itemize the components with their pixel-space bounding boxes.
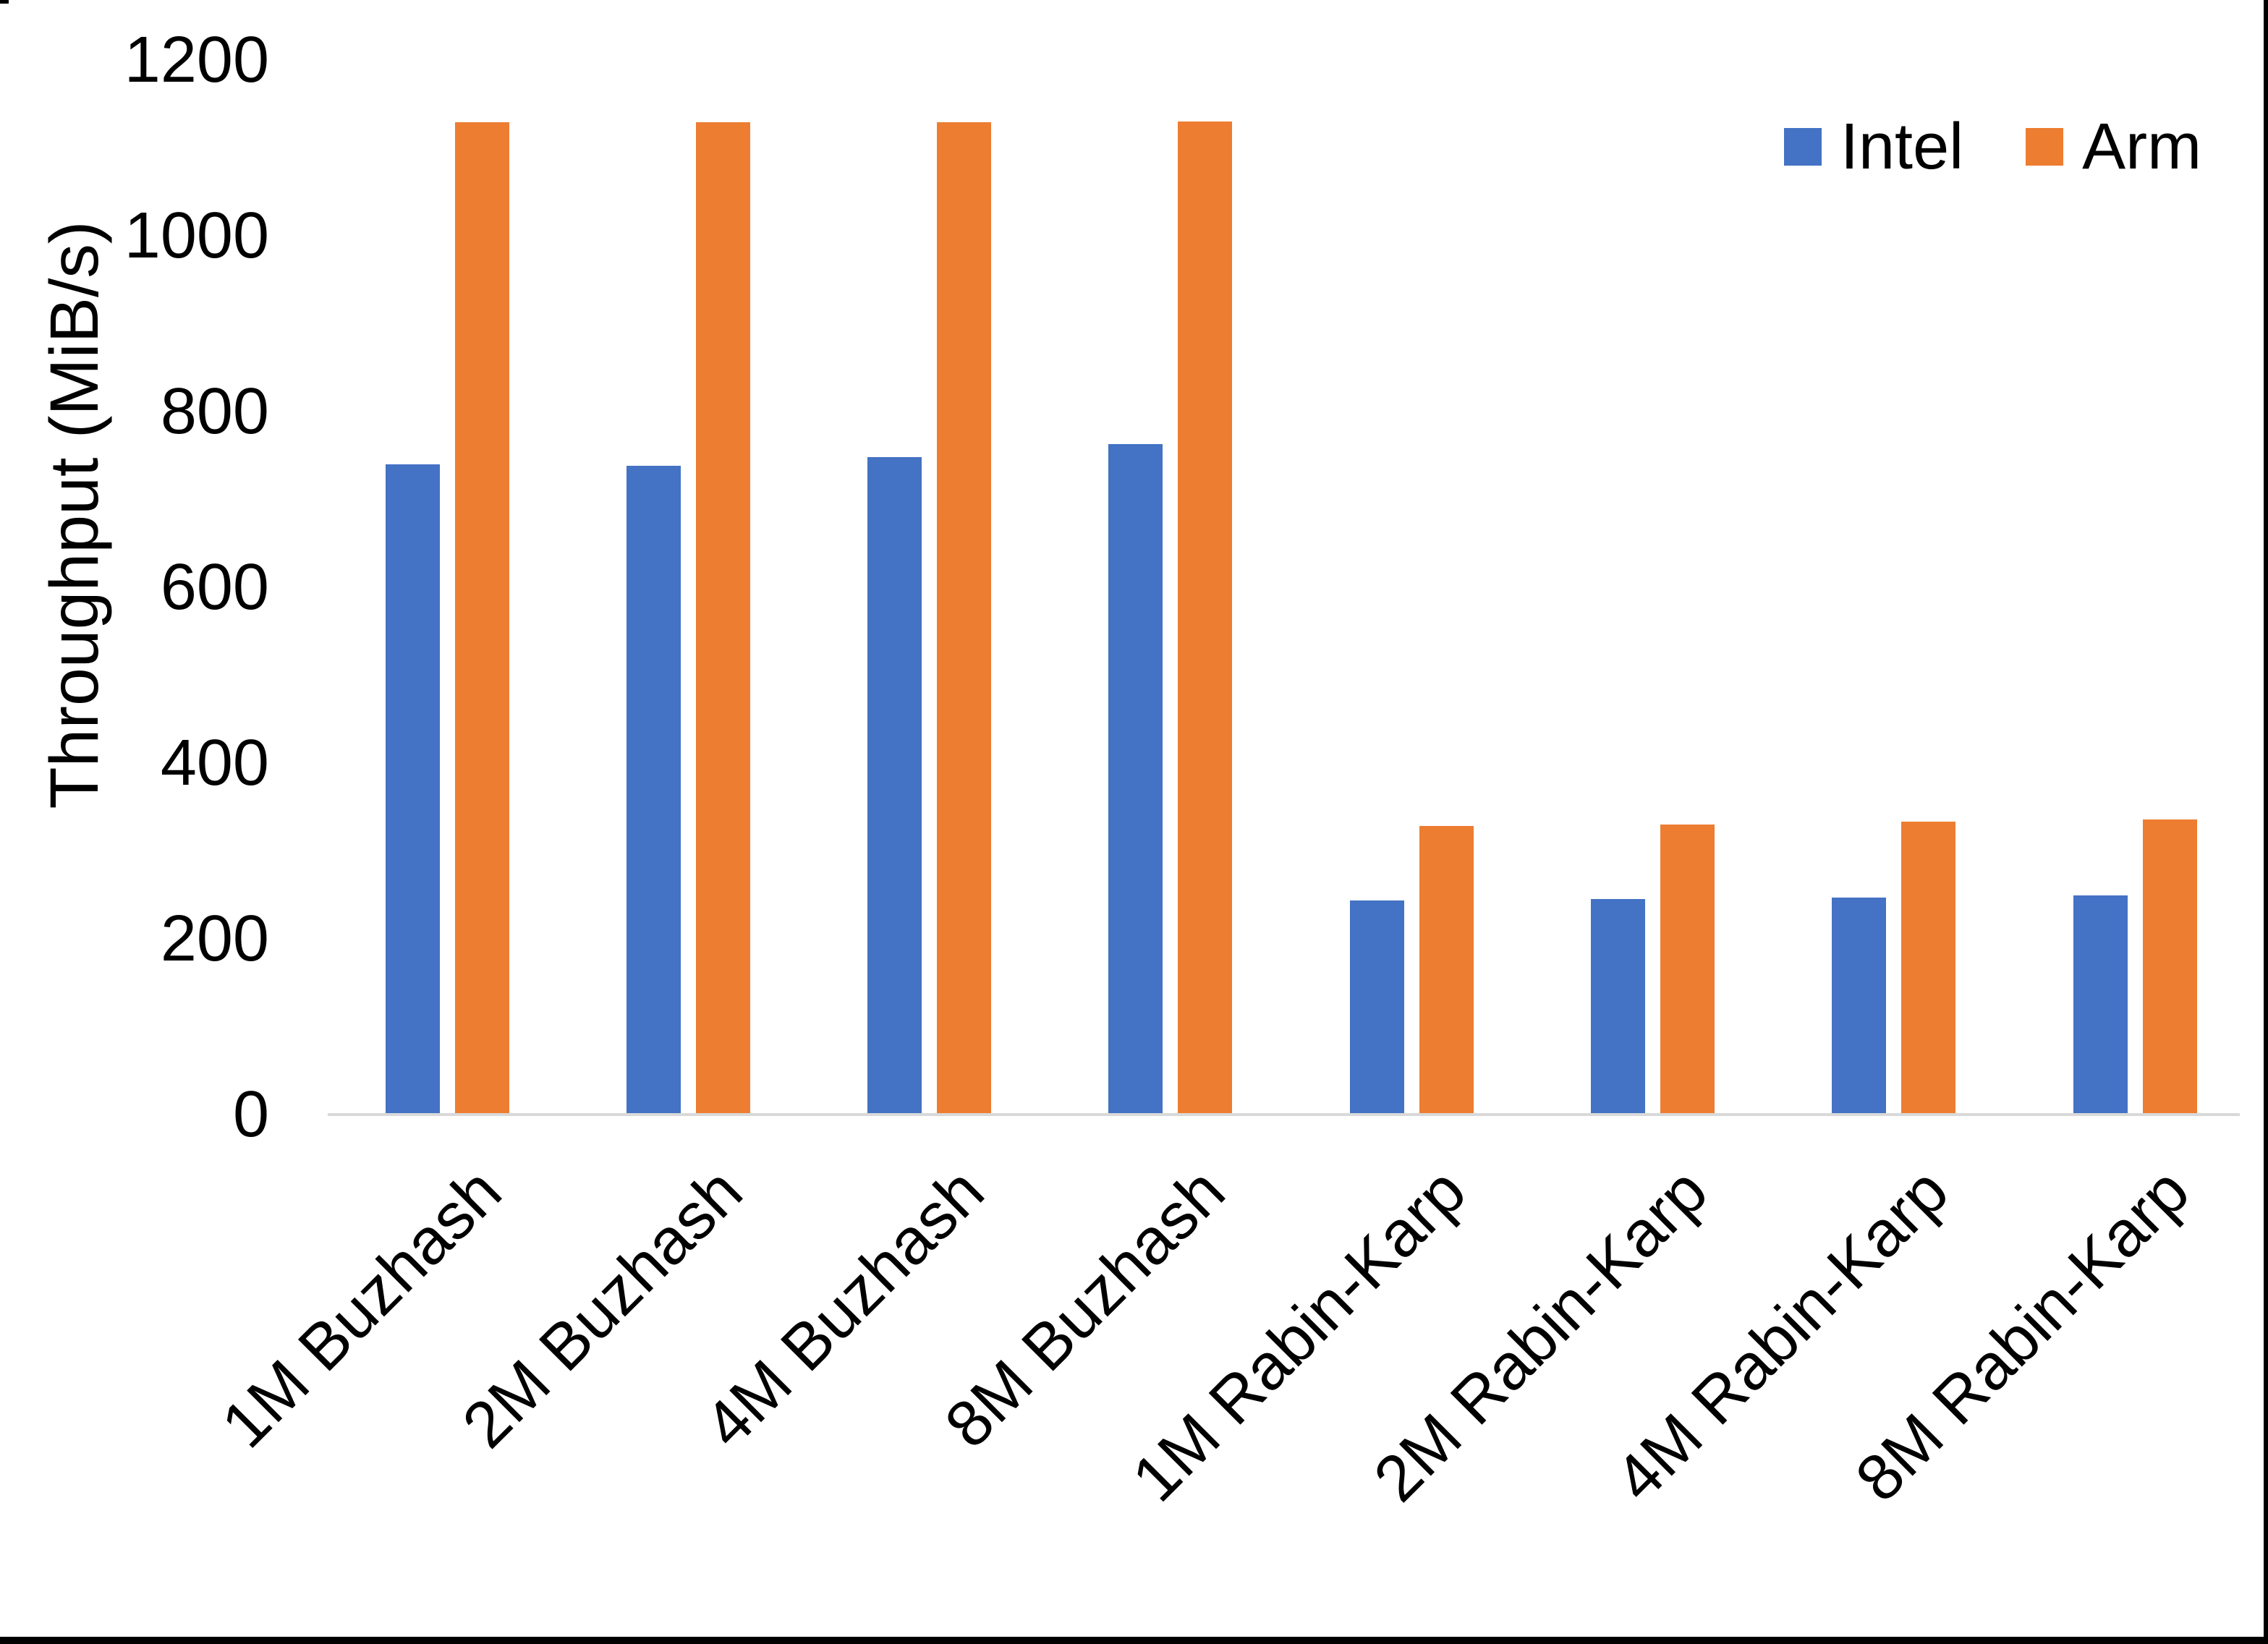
bar-arm-2m-buzhash	[695, 122, 750, 1115]
legend-label-intel: Intel	[1840, 111, 1964, 183]
legend-item-arm: Arm	[2026, 111, 2201, 183]
bar-intel-1m-buzhash	[385, 464, 440, 1115]
y-tick-label-800: 800	[160, 375, 269, 448]
y-tick-label-200: 200	[160, 903, 269, 975]
bar-arm-2m-rabin-karp	[1660, 825, 1715, 1115]
bar-arm-4m-rabin-karp	[1901, 822, 1956, 1115]
legend-swatch-intel	[1784, 128, 1822, 166]
bar-arm-1m-buzhash	[454, 122, 509, 1115]
bar-arm-8m-rabin-karp	[2142, 819, 2197, 1115]
legend-item-intel: Intel	[1784, 111, 1963, 183]
y-tick-label-1000: 1000	[124, 200, 269, 272]
y-tick-label-600: 600	[160, 551, 269, 623]
bar-intel-4m-buzhash	[867, 457, 922, 1115]
image-right-border	[2264, 0, 2268, 1644]
bar-arm-8m-buzhash	[1178, 122, 1233, 1115]
bar-intel-1m-rabin-karp	[1349, 900, 1404, 1115]
y-tick-label-1200: 1200	[124, 24, 269, 96]
bar-intel-4m-rabin-karp	[1832, 897, 1887, 1115]
legend-swatch-arm	[2026, 128, 2064, 166]
bar-intel-2m-rabin-karp	[1591, 899, 1645, 1115]
y-tick-label-0: 0	[232, 1078, 269, 1151]
bar-intel-8m-rabin-karp	[2073, 895, 2128, 1115]
bar-intel-2m-buzhash	[626, 466, 681, 1115]
legend: Intel Arm	[1784, 111, 2201, 183]
bar-arm-1m-rabin-karp	[1419, 826, 1474, 1115]
bar-intel-8m-buzhash	[1108, 443, 1163, 1115]
x-axis-line	[328, 1113, 2240, 1116]
legend-label-arm: Arm	[2082, 111, 2202, 183]
image-bottom-border	[0, 1637, 2268, 1644]
y-tick-label-400: 400	[160, 727, 269, 799]
y-axis-title: Throughput (MiB/s)	[36, 221, 113, 809]
bar-arm-4m-buzhash	[937, 122, 992, 1115]
top-left-border-mark	[0, 0, 9, 4]
